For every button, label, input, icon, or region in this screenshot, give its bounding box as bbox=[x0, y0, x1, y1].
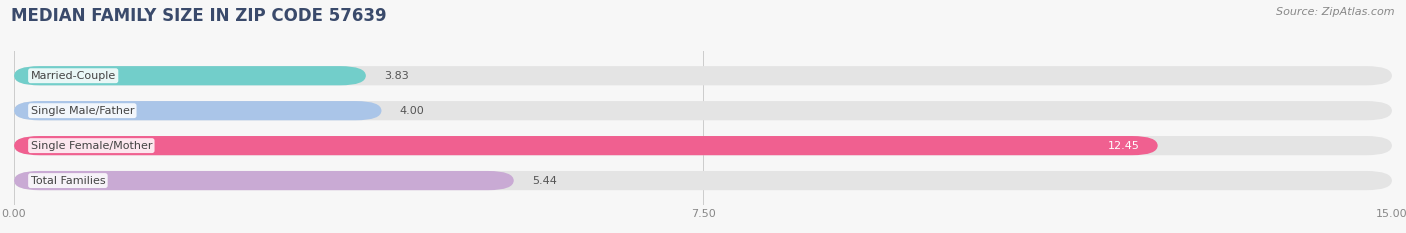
Text: Single Female/Mother: Single Female/Mother bbox=[31, 141, 152, 151]
FancyBboxPatch shape bbox=[14, 171, 1392, 190]
Text: Single Male/Father: Single Male/Father bbox=[31, 106, 134, 116]
Text: Source: ZipAtlas.com: Source: ZipAtlas.com bbox=[1277, 7, 1395, 17]
FancyBboxPatch shape bbox=[14, 66, 366, 85]
FancyBboxPatch shape bbox=[14, 171, 513, 190]
Text: 12.45: 12.45 bbox=[1108, 141, 1139, 151]
FancyBboxPatch shape bbox=[14, 101, 381, 120]
FancyBboxPatch shape bbox=[14, 136, 1392, 155]
Text: 3.83: 3.83 bbox=[384, 71, 409, 81]
FancyBboxPatch shape bbox=[14, 66, 1392, 85]
Text: Total Families: Total Families bbox=[31, 176, 105, 185]
Text: MEDIAN FAMILY SIZE IN ZIP CODE 57639: MEDIAN FAMILY SIZE IN ZIP CODE 57639 bbox=[11, 7, 387, 25]
FancyBboxPatch shape bbox=[14, 101, 1392, 120]
Text: Married-Couple: Married-Couple bbox=[31, 71, 115, 81]
FancyBboxPatch shape bbox=[14, 136, 1157, 155]
Text: 5.44: 5.44 bbox=[531, 176, 557, 185]
Text: 4.00: 4.00 bbox=[399, 106, 425, 116]
